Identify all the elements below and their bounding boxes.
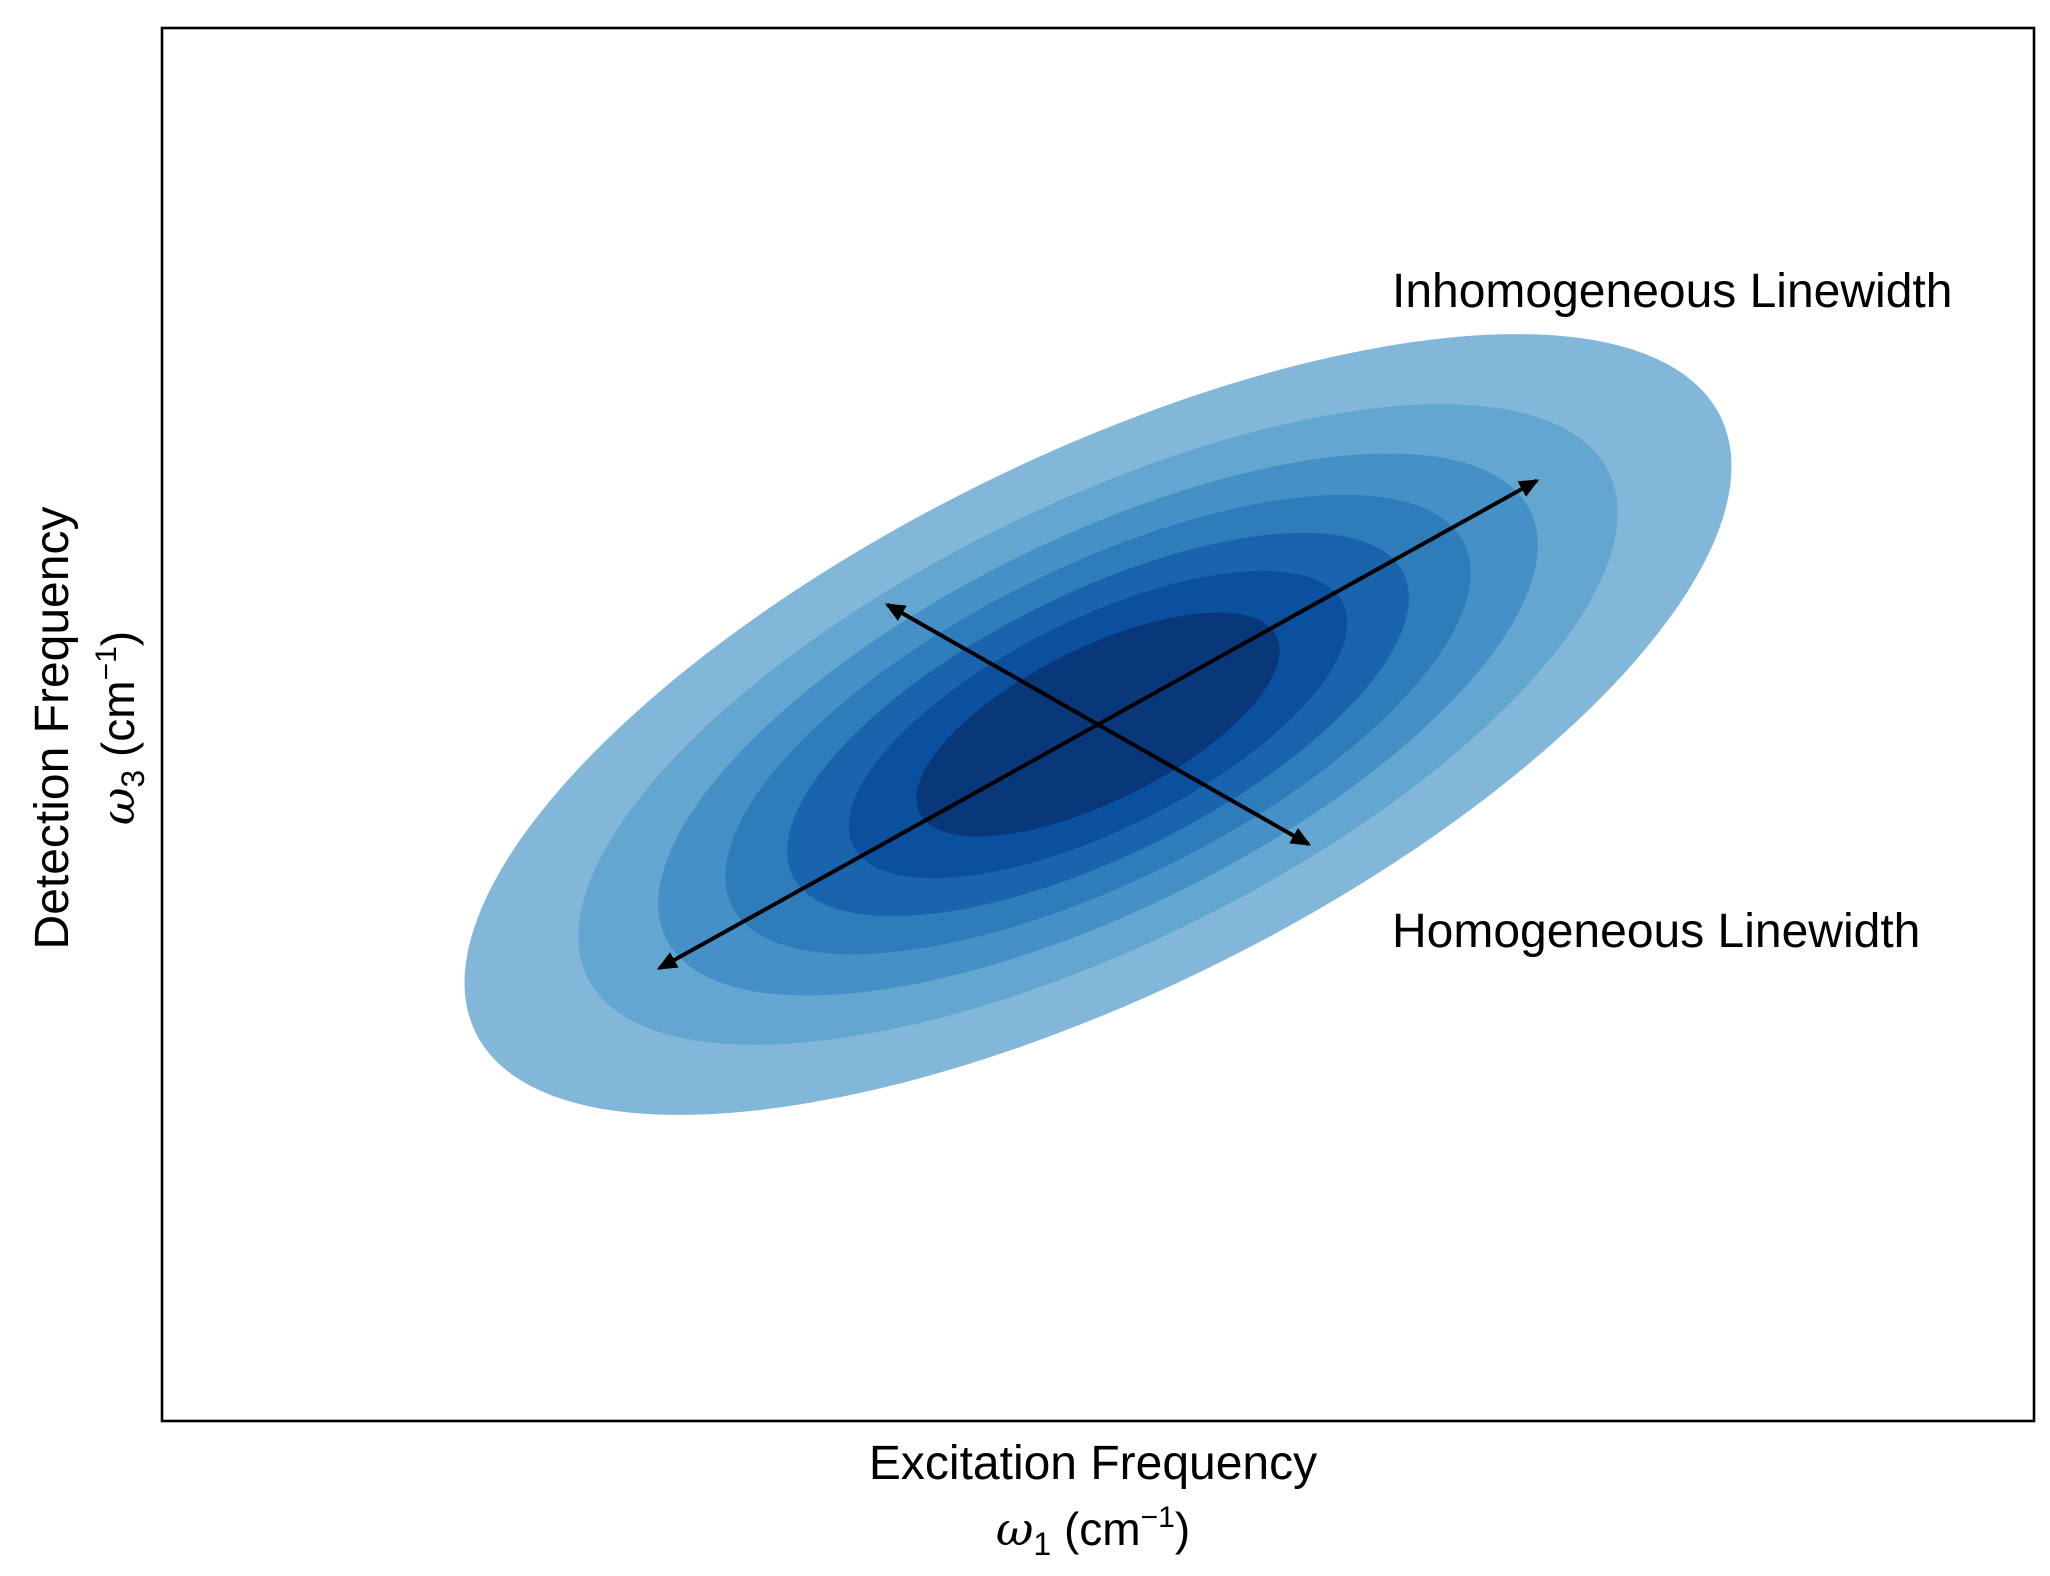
x-axis-label-line1: Excitation Frequency <box>869 1437 1317 1490</box>
x-axis-label: Excitation Frequency ω1 (cm−1) <box>869 1437 1317 1562</box>
y-axis-label-line2: ω3 (cm−1) <box>90 631 151 825</box>
y-axis-label: Detection Frequency ω3 (cm−1) <box>26 507 151 950</box>
annotation-inhomogeneous: Inhomogeneous Linewidth <box>1392 265 1952 318</box>
y-axis-label-line1: Detection Frequency <box>26 507 79 950</box>
plot-frame <box>160 26 2036 1423</box>
linewidth-arrows <box>656 478 1540 971</box>
annotation-homogeneous: Homogeneous Linewidth <box>1392 905 1920 958</box>
homogeneous-linewidth-arrow <box>884 603 1312 846</box>
x-axis-label-line2: ω1 (cm−1) <box>996 1501 1190 1562</box>
